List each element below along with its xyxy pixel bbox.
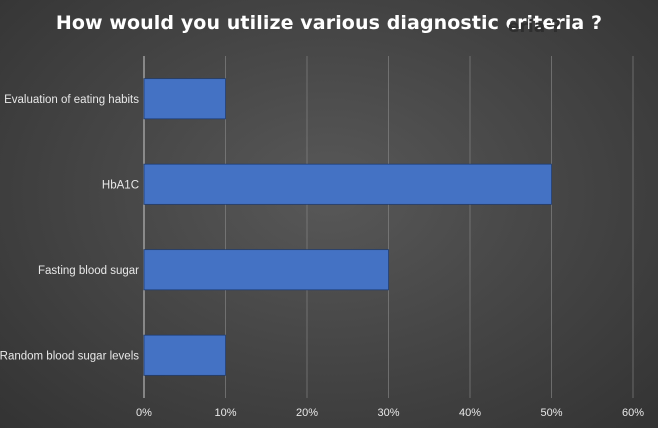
chart-title-echo: eria ? bbox=[508, 17, 561, 37]
x-tick-labels: 0% 10% 20% 30% 40% 50% 60% bbox=[136, 407, 644, 419]
category-labels: Evaluation of eating habits HbA1C Fasting … bbox=[0, 94, 139, 363]
bar bbox=[143, 334, 226, 376]
chart-title: How would you utilize various diagnostic… bbox=[55, 12, 603, 34]
category-label: Evaluation of eating habits bbox=[4, 94, 139, 106]
x-tick-label: 30% bbox=[377, 407, 399, 419]
bar bbox=[143, 249, 389, 291]
x-tick-label: 60% bbox=[622, 407, 644, 419]
x-tick-label: 20% bbox=[296, 407, 318, 419]
x-tick-label: 10% bbox=[214, 407, 236, 419]
x-tick-label: 40% bbox=[459, 407, 481, 419]
category-label: HbA1C bbox=[102, 179, 139, 191]
bars bbox=[143, 78, 552, 376]
bar bbox=[143, 163, 552, 205]
category-label: Random blood sugar levels bbox=[0, 350, 139, 362]
x-tick-label: 0% bbox=[136, 407, 152, 419]
bar bbox=[143, 78, 226, 120]
x-tick-label: 50% bbox=[540, 407, 562, 419]
category-label: Fasting blood sugar bbox=[38, 265, 139, 277]
